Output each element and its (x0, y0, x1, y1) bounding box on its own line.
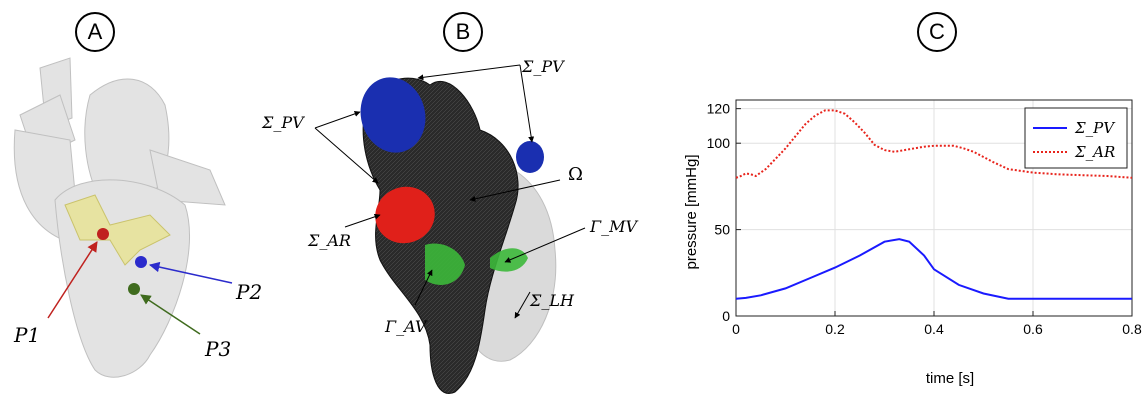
point-p2-marker (135, 256, 147, 268)
arrow-p2 (148, 261, 233, 284)
panel-b-figure: Σ_PV Σ_PV Ω Σ_AR Γ_MV Γ_AV Σ_LH (261, 57, 638, 394)
label-sigma-pv-left: Σ_PV (261, 113, 305, 132)
sigma-pv-blue-right (516, 141, 544, 173)
x-tick-label: 0.4 (924, 321, 944, 337)
x-tick-label: 0.6 (1023, 321, 1043, 337)
gamma-av-green (425, 243, 465, 285)
label-p2: P2 (235, 280, 262, 304)
valve-yellow-region (64, 194, 171, 266)
arrow-p3 (140, 294, 201, 335)
label-omega: Ω (568, 164, 583, 185)
label-p3: P3 (204, 337, 231, 361)
legend-label: Σ_AR (1074, 143, 1115, 161)
legend-box (1024, 107, 1128, 169)
y-tick-label: 120 (707, 101, 731, 117)
meshed-left-heart (362, 77, 519, 394)
x-axis-label: time [s] (926, 370, 974, 387)
point-p1-marker (97, 228, 109, 240)
y-axis-label: pressure [mmHg] (683, 154, 700, 269)
y-tick-label: 100 (707, 135, 731, 151)
panel-a-figure: P1 P2 P3 (13, 57, 262, 378)
y-tick-label: 0 (722, 308, 730, 324)
panel-label-c: C (917, 12, 957, 52)
label-sigma-lh: Σ_LH (529, 291, 575, 310)
label-gamma-av: Γ_AV (384, 317, 428, 336)
label-gamma-mv: Γ_MV (589, 217, 638, 236)
y-tick-label: 50 (714, 222, 730, 238)
pressure-chart: pressure [mmHg] time [s] 0 0.2 0.4 0.6 0.8 0 5… (683, 99, 1142, 387)
point-p3-marker (128, 283, 140, 295)
x-tick-label: 0.2 (825, 321, 845, 337)
series-line-sigma-ar (735, 109, 1133, 179)
x-tick-label: 0.8 (1122, 321, 1142, 337)
panel-label-a: A (75, 12, 115, 52)
label-p1: P1 (13, 323, 40, 347)
x-tick-label: 0 (732, 321, 740, 337)
label-sigma-pv-top: Σ_PV (521, 57, 565, 76)
heart-model-translucent (13, 57, 226, 378)
label-sigma-ar: Σ_AR (307, 231, 351, 250)
series-line-sigma-pv (735, 238, 1132, 300)
sigma-ar-red (375, 186, 435, 244)
sigma-pv-blue-left (360, 77, 426, 153)
arrow-p1 (47, 241, 98, 319)
legend-label: Σ_PV (1074, 119, 1116, 137)
panel-label-b: B (443, 12, 483, 52)
